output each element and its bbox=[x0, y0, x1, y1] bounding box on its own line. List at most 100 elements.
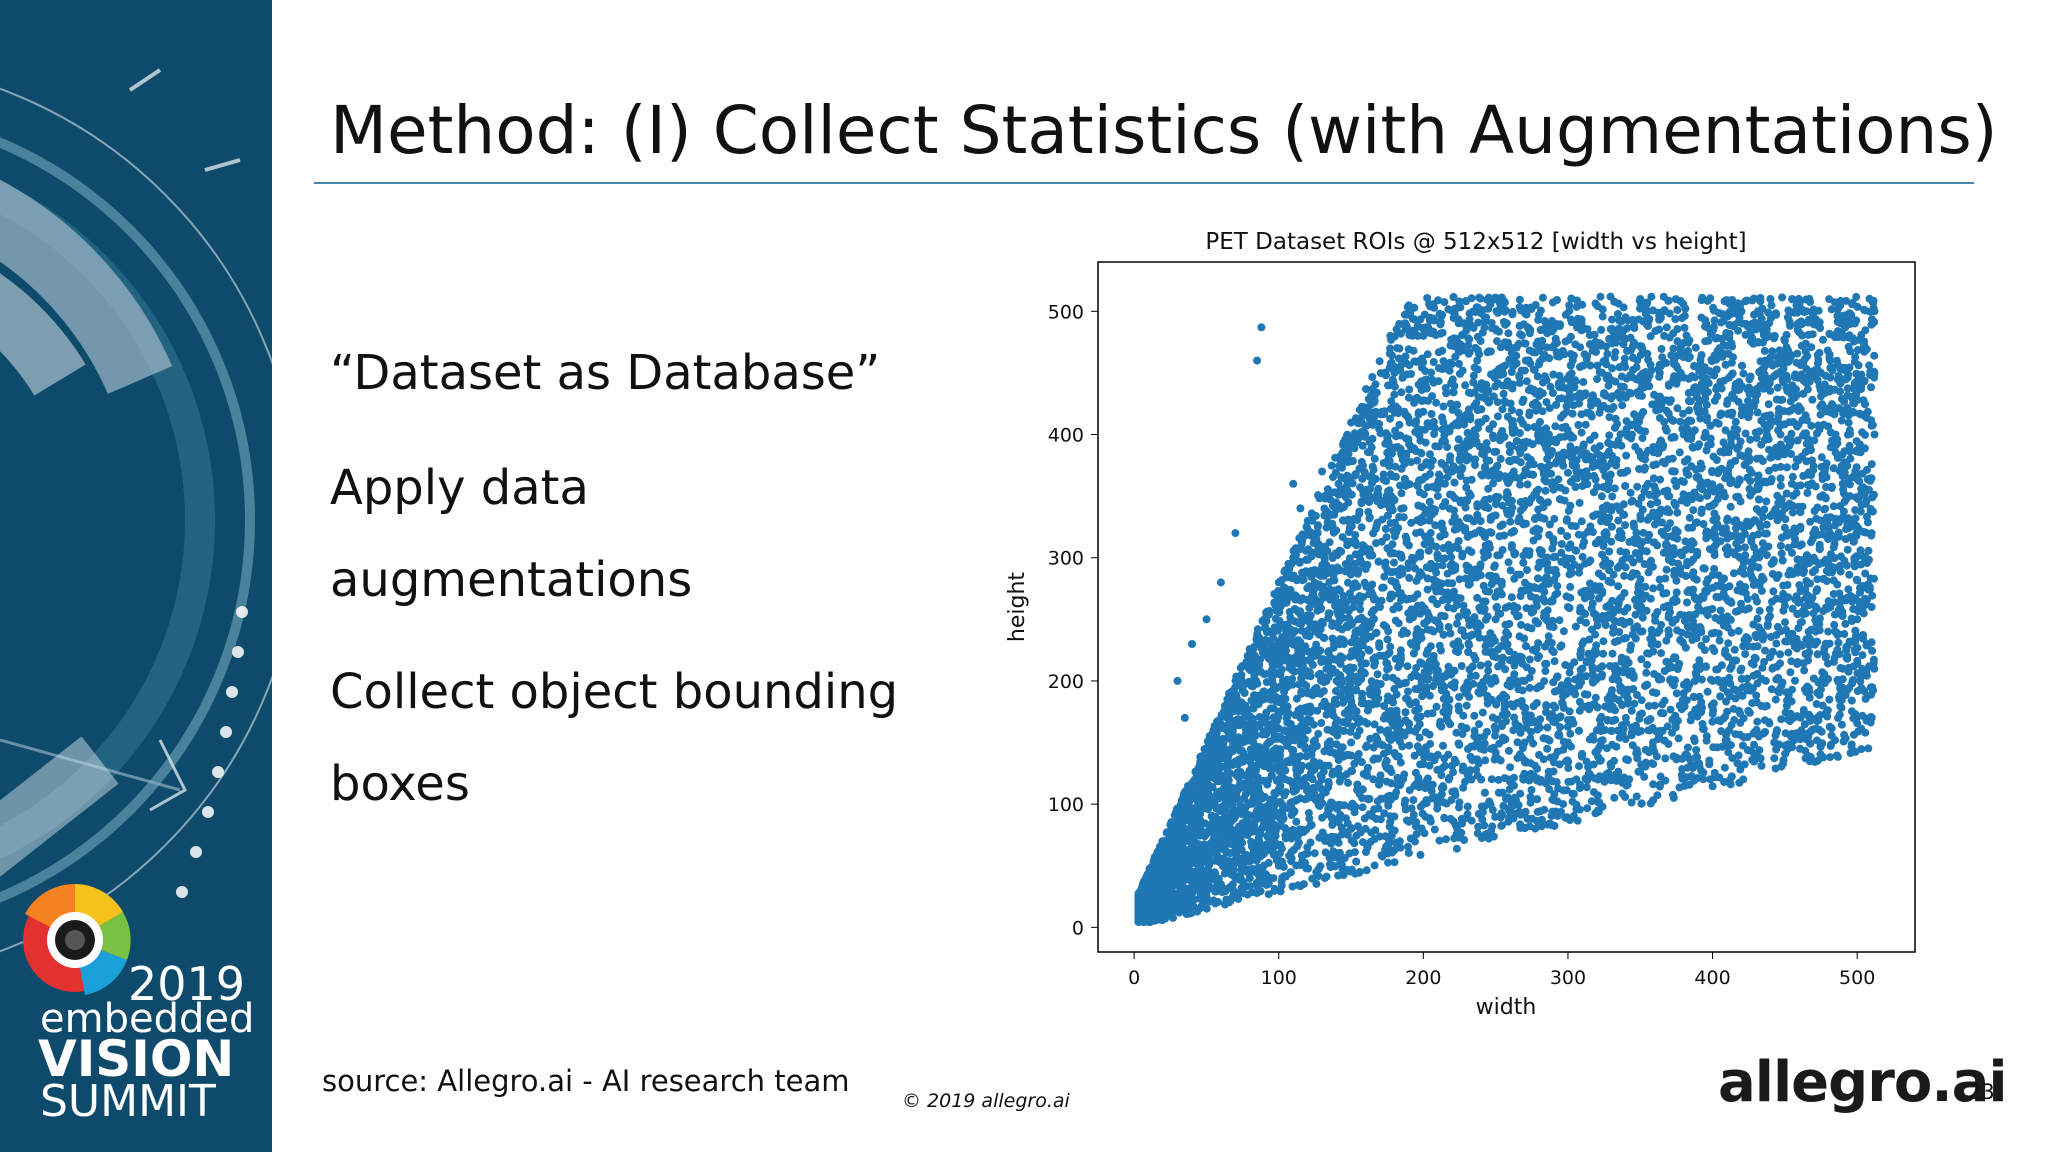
scatter-point bbox=[1313, 706, 1322, 715]
scatter-point bbox=[1620, 571, 1629, 580]
scatter-point bbox=[1516, 570, 1525, 579]
scatter-point bbox=[1783, 696, 1791, 705]
scatter-point bbox=[1322, 872, 1331, 881]
scatter-point bbox=[1368, 434, 1377, 443]
scatter-point bbox=[1253, 356, 1262, 365]
summit-year: 2019 bbox=[128, 957, 245, 1011]
scatter-point bbox=[1553, 296, 1561, 304]
scatter-point bbox=[1523, 480, 1532, 489]
scatter-point bbox=[1818, 701, 1827, 710]
scatter-point bbox=[1433, 492, 1442, 501]
scatter-point bbox=[1319, 633, 1328, 642]
scatter-point bbox=[1729, 569, 1738, 578]
scatter-point bbox=[1405, 385, 1414, 394]
scatter-point bbox=[1755, 427, 1764, 436]
scatter-point bbox=[1824, 627, 1833, 636]
scatter-point bbox=[1441, 498, 1450, 507]
scatter-point bbox=[1649, 738, 1657, 747]
scatter-point bbox=[1644, 702, 1653, 710]
scatter-point bbox=[1470, 428, 1479, 437]
scatter-point bbox=[1476, 661, 1485, 670]
scatter-point bbox=[1442, 835, 1450, 844]
scatter-point bbox=[1791, 462, 1800, 471]
scatter-point bbox=[1738, 741, 1747, 750]
scatter-point bbox=[1608, 315, 1616, 324]
scatter-point bbox=[1429, 358, 1438, 366]
scatter-point bbox=[1846, 454, 1855, 463]
scatter-point bbox=[1599, 390, 1608, 399]
scatter-point bbox=[1590, 330, 1599, 339]
scatter-point bbox=[1598, 662, 1607, 671]
bullet-apply-data: Apply data bbox=[330, 460, 589, 516]
scatter-point bbox=[1581, 420, 1590, 429]
scatter-point bbox=[1288, 882, 1297, 891]
scatter-point bbox=[1593, 302, 1602, 311]
scatter-point bbox=[1202, 615, 1211, 624]
scatter-point bbox=[1813, 585, 1822, 594]
scatter-point bbox=[1455, 693, 1464, 701]
scatter-point bbox=[1784, 648, 1793, 657]
scatter-point bbox=[1494, 775, 1503, 784]
scatter-point bbox=[1641, 758, 1650, 767]
scatter-point bbox=[1716, 606, 1725, 615]
scatter-point bbox=[1427, 410, 1436, 418]
scatter-point bbox=[1556, 642, 1565, 651]
scatter-point bbox=[1813, 351, 1822, 360]
scatter-point bbox=[1594, 569, 1603, 578]
scatter-point bbox=[1823, 346, 1832, 355]
scatter-point bbox=[1539, 755, 1548, 764]
scatter-point bbox=[1734, 627, 1743, 635]
scatter-point bbox=[1720, 763, 1729, 772]
scatter-point bbox=[1439, 630, 1448, 639]
scatter-point bbox=[1519, 741, 1528, 750]
scatter-point bbox=[1662, 565, 1671, 574]
scatter-point bbox=[1627, 706, 1636, 715]
scatter-point bbox=[1718, 528, 1727, 537]
scatter-point bbox=[1657, 345, 1666, 353]
scatter-point bbox=[1255, 837, 1264, 846]
scatter-point bbox=[1423, 350, 1432, 359]
sidebar-decoration: 2019 embedded VISION SUMMIT bbox=[0, 0, 272, 1152]
scatter-point bbox=[1432, 702, 1441, 711]
scatter-point bbox=[1646, 500, 1655, 509]
scatter-point bbox=[1661, 574, 1670, 583]
scatter-point bbox=[1653, 791, 1662, 800]
summit-line3: SUMMIT bbox=[40, 1076, 216, 1127]
scatter-point bbox=[1455, 359, 1463, 368]
scatter-point bbox=[1819, 335, 1827, 344]
scatter-point bbox=[1786, 668, 1795, 677]
scatter-point bbox=[1843, 384, 1852, 393]
scatter-point bbox=[1540, 372, 1549, 381]
scatter-point bbox=[1591, 809, 1600, 818]
scatter-point bbox=[1438, 561, 1447, 570]
scatter-point bbox=[1455, 575, 1464, 584]
scatter-point bbox=[1541, 642, 1549, 651]
scatter-point bbox=[1481, 414, 1490, 423]
scatter-point bbox=[1788, 472, 1797, 481]
scatter-point bbox=[1788, 508, 1797, 517]
scatter-point bbox=[1404, 687, 1412, 696]
scatter-point bbox=[1583, 804, 1592, 813]
scatter-point bbox=[1861, 569, 1870, 578]
scatter-point bbox=[1844, 585, 1853, 594]
scatter-point bbox=[1863, 465, 1871, 474]
scatter-point bbox=[1660, 667, 1669, 675]
scatter-point bbox=[1416, 528, 1425, 537]
scatter-point bbox=[1404, 345, 1413, 354]
scatter-point bbox=[1515, 295, 1524, 304]
scatter-point bbox=[1661, 754, 1670, 763]
scatter-point bbox=[1533, 654, 1542, 663]
scatter-point bbox=[1365, 794, 1374, 803]
scatter-point bbox=[1447, 553, 1456, 562]
scatter-point bbox=[1638, 613, 1647, 622]
scatter-point bbox=[1598, 736, 1607, 745]
scatter-point bbox=[1856, 507, 1865, 516]
scatter-point bbox=[1591, 748, 1600, 757]
scatter-point bbox=[1347, 738, 1356, 747]
scatter-point bbox=[1557, 548, 1566, 557]
scatter-point bbox=[1724, 748, 1733, 757]
scatter-point bbox=[1700, 433, 1709, 442]
scatter-point bbox=[1566, 593, 1575, 602]
bullet-collect-bounding: Collect object bounding bbox=[330, 664, 899, 720]
scatter-point bbox=[1470, 711, 1479, 720]
